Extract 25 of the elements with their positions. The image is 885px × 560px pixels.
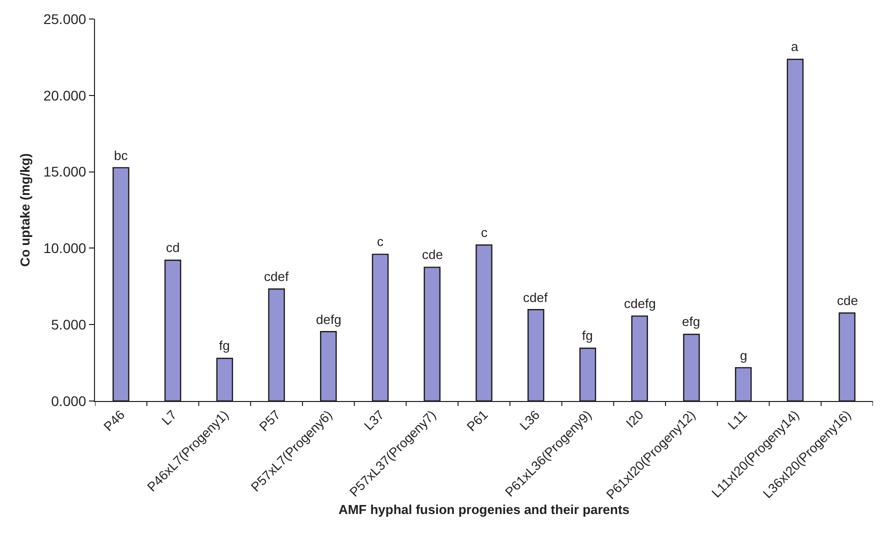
annotation: cdefg xyxy=(624,296,656,311)
y-axis-title: Co uptake (mg/kg) xyxy=(17,153,32,267)
annotation: g xyxy=(740,348,748,363)
x-tick-label: P46 xyxy=(100,407,128,434)
y-tick-label: 15.000 xyxy=(43,164,86,180)
y-tick-label: 10.000 xyxy=(43,240,86,256)
annotation: a xyxy=(791,39,799,54)
annotation: fg xyxy=(219,338,230,353)
annotation: cde xyxy=(422,247,443,262)
y-tick-label: 0.000 xyxy=(51,392,86,409)
annotation: efg xyxy=(682,314,700,329)
annotation: c xyxy=(481,225,488,240)
annotation: bc xyxy=(114,148,128,163)
y-tick-label: 5.000 xyxy=(51,316,86,332)
x-axis-title: AMF hyphal fusion progenies and their parents xyxy=(338,502,630,518)
annotation: fg xyxy=(582,328,593,343)
annotation: c xyxy=(377,234,384,249)
annotation: defg xyxy=(316,312,342,327)
y-tick-label: 20.000 xyxy=(43,87,86,104)
annotation: cdef xyxy=(523,290,548,305)
y-tick-label: 25.000 xyxy=(43,10,86,27)
annotation: cde xyxy=(837,293,858,308)
x-tick-label: P61 xyxy=(464,407,491,434)
annotation: cd xyxy=(166,240,180,255)
annotation: cdef xyxy=(264,269,289,284)
